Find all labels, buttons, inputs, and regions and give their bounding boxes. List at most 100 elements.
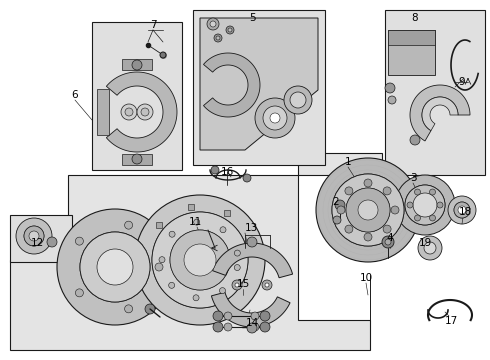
Circle shape	[124, 305, 133, 313]
Circle shape	[210, 21, 216, 27]
Bar	[156, 222, 162, 228]
Circle shape	[170, 230, 230, 290]
Circle shape	[383, 225, 391, 233]
Circle shape	[137, 104, 153, 120]
Circle shape	[430, 215, 436, 221]
Bar	[188, 204, 194, 210]
Circle shape	[247, 237, 257, 247]
Circle shape	[346, 188, 390, 232]
Polygon shape	[213, 243, 293, 278]
Circle shape	[335, 200, 345, 210]
Circle shape	[364, 233, 372, 241]
Circle shape	[213, 311, 223, 321]
Bar	[224, 210, 230, 216]
Circle shape	[184, 244, 216, 276]
Circle shape	[235, 283, 239, 287]
Circle shape	[232, 280, 242, 290]
Circle shape	[16, 218, 52, 254]
Circle shape	[224, 312, 232, 320]
Circle shape	[270, 113, 280, 123]
Circle shape	[385, 239, 391, 245]
Circle shape	[213, 322, 223, 332]
Circle shape	[364, 179, 372, 187]
Circle shape	[448, 196, 476, 224]
Circle shape	[458, 206, 466, 214]
Circle shape	[234, 250, 241, 256]
Circle shape	[345, 187, 353, 195]
Text: 10: 10	[360, 273, 372, 283]
Circle shape	[316, 158, 420, 262]
Circle shape	[216, 36, 220, 40]
Circle shape	[214, 34, 222, 42]
Text: 7: 7	[149, 20, 156, 30]
Circle shape	[332, 174, 404, 246]
Text: 4: 4	[387, 233, 393, 243]
Circle shape	[152, 212, 248, 308]
Bar	[193, 10, 325, 165]
Circle shape	[125, 108, 133, 116]
Circle shape	[224, 323, 232, 331]
Circle shape	[97, 249, 133, 285]
Circle shape	[263, 106, 287, 130]
Circle shape	[220, 227, 226, 233]
Circle shape	[260, 311, 270, 321]
Polygon shape	[122, 154, 152, 165]
Circle shape	[251, 312, 259, 320]
Text: 6: 6	[72, 90, 78, 100]
Circle shape	[152, 212, 248, 308]
Circle shape	[265, 283, 269, 287]
Bar	[92, 22, 182, 170]
Bar	[388, 30, 435, 45]
Circle shape	[141, 108, 149, 116]
Polygon shape	[97, 89, 109, 135]
Circle shape	[24, 226, 44, 246]
Circle shape	[124, 221, 133, 229]
Circle shape	[132, 154, 142, 164]
Circle shape	[155, 263, 163, 271]
Circle shape	[207, 18, 219, 30]
Text: 5: 5	[249, 13, 255, 23]
Circle shape	[358, 200, 378, 220]
Circle shape	[47, 237, 57, 247]
Circle shape	[413, 193, 437, 217]
Text: 15: 15	[236, 279, 249, 289]
Text: 12: 12	[30, 238, 44, 248]
Bar	[385, 10, 485, 175]
Circle shape	[332, 174, 404, 246]
Text: 19: 19	[418, 238, 432, 248]
Text: 3: 3	[410, 173, 416, 183]
Text: 1: 1	[344, 157, 351, 167]
Circle shape	[145, 304, 155, 314]
Circle shape	[407, 202, 413, 208]
Circle shape	[80, 232, 150, 302]
Polygon shape	[122, 59, 152, 70]
Circle shape	[284, 86, 312, 114]
Circle shape	[290, 92, 306, 108]
Circle shape	[388, 96, 396, 104]
Circle shape	[454, 202, 470, 218]
Text: 14: 14	[245, 318, 259, 328]
Circle shape	[385, 83, 395, 93]
Circle shape	[247, 323, 257, 333]
Polygon shape	[106, 72, 177, 152]
Circle shape	[24, 226, 44, 246]
Circle shape	[170, 230, 230, 290]
Circle shape	[437, 202, 443, 208]
Circle shape	[75, 237, 83, 245]
Circle shape	[454, 202, 470, 218]
Text: 2: 2	[333, 197, 339, 207]
Polygon shape	[200, 18, 318, 150]
Circle shape	[382, 236, 394, 248]
Circle shape	[132, 60, 142, 70]
Circle shape	[410, 135, 420, 145]
Circle shape	[415, 189, 420, 195]
Circle shape	[405, 185, 445, 225]
Circle shape	[80, 232, 150, 302]
Polygon shape	[422, 97, 458, 131]
Circle shape	[255, 98, 295, 138]
Circle shape	[337, 206, 345, 214]
Circle shape	[220, 288, 225, 294]
Circle shape	[383, 187, 391, 195]
Circle shape	[391, 206, 399, 214]
Circle shape	[135, 195, 265, 325]
